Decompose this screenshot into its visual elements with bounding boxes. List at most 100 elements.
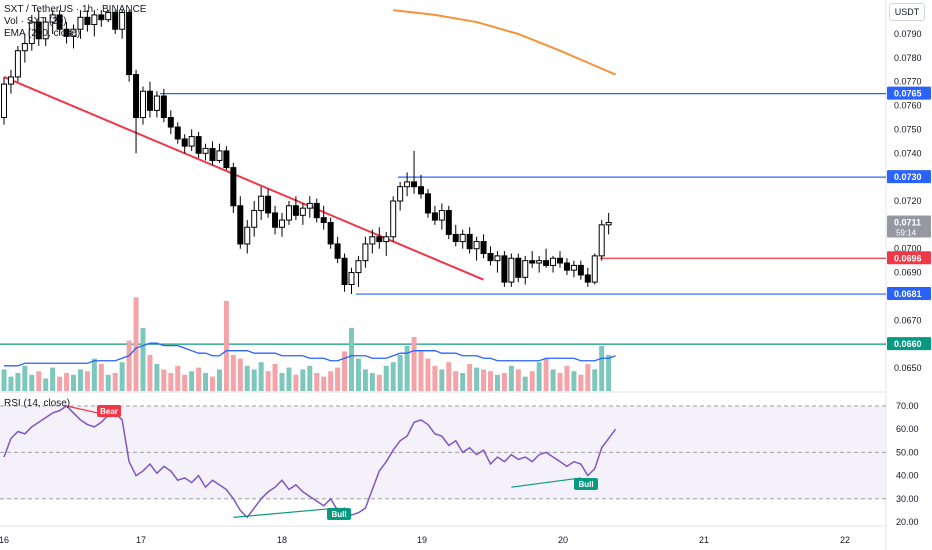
rsi-line	[3, 405, 617, 519]
bull-divergence-line[interactable]	[233, 507, 338, 518]
volume-bar	[571, 371, 577, 391]
volume-bar	[91, 358, 97, 391]
time-tick-label: 22	[840, 535, 850, 545]
volume-bar	[251, 369, 257, 391]
volume-bar	[599, 346, 605, 391]
volume-bar	[244, 365, 250, 391]
price-tick-label: 0.0790	[894, 29, 922, 39]
candle-body	[258, 195, 265, 212]
candle-body	[49, 14, 56, 23]
volume-indicator-title[interactable]: Vol · SXT (20)	[4, 16, 67, 27]
candle-body	[591, 255, 598, 283]
candle-body	[70, 28, 77, 37]
candle-body	[119, 12, 126, 30]
volume-bar	[474, 367, 480, 391]
volume-bar	[203, 373, 209, 391]
price-label: 0.0660	[894, 339, 922, 349]
candle-body	[84, 16, 91, 25]
candle-body	[515, 257, 522, 278]
candle-body	[598, 224, 605, 257]
candle-body	[327, 221, 334, 245]
volume-bar	[328, 371, 334, 391]
volume-bar	[418, 351, 424, 391]
price-tick-label: 0.0690	[894, 268, 922, 278]
candle-body	[140, 90, 146, 118]
candle-body	[438, 210, 445, 221]
price-tick-label: 0.0700	[894, 244, 922, 254]
divergence-badge[interactable]: Bull	[331, 510, 346, 519]
volume-bar	[439, 369, 445, 391]
volume-bar	[355, 358, 361, 391]
volume-bar	[230, 355, 236, 391]
candle-body	[341, 257, 348, 285]
volume-bar	[342, 351, 348, 391]
candle-body	[418, 186, 424, 195]
candle-body	[1, 83, 7, 118]
candle-body	[251, 210, 258, 228]
candle-body	[424, 193, 431, 214]
volume-bar	[98, 364, 104, 391]
volume-bar	[425, 358, 431, 391]
volume-bar	[57, 376, 63, 391]
price-tick-label: 0.0740	[894, 148, 922, 158]
price-tick-label: 0.0770	[894, 77, 922, 87]
volume-bar	[43, 378, 49, 391]
volume-bar	[411, 337, 417, 391]
candle-body	[77, 16, 84, 30]
volume-bar	[432, 365, 438, 391]
volume-bar	[335, 367, 341, 391]
divergence-badge[interactable]: Bull	[578, 480, 593, 489]
price-label-bg	[887, 170, 931, 184]
volume-bar	[453, 371, 459, 391]
candle-body	[431, 212, 438, 221]
volume-bar	[216, 369, 222, 391]
candle-body	[14, 50, 21, 78]
candle-body	[188, 136, 195, 147]
ema-indicator-title[interactable]: EMA (200, close)	[4, 28, 81, 39]
price-tick-label: 0.0750	[894, 124, 922, 134]
candle-body	[508, 257, 515, 283]
countdown-label: 59:14	[896, 228, 917, 237]
volume-bar	[223, 301, 229, 391]
rsi-indicator-title[interactable]: RSI (14, close)	[4, 398, 71, 409]
volume-bar	[126, 340, 132, 391]
candle-body	[146, 90, 153, 111]
volume-bar	[147, 355, 153, 391]
candle-body	[404, 181, 411, 188]
chart-legend: SXT / TetherUS · 1h · BINANCE Vol · SXT …	[4, 4, 146, 40]
volume-bar	[592, 369, 598, 391]
volume-bar	[564, 365, 570, 391]
candle-body	[167, 117, 174, 128]
volume-bar	[467, 364, 473, 391]
price-label-bg	[887, 287, 931, 301]
candle-body	[550, 257, 557, 266]
volume-bar	[515, 369, 521, 391]
price-tick-label: 0.0670	[894, 315, 922, 325]
currency-button[interactable]: USDT	[889, 3, 925, 21]
volume-bar	[8, 376, 14, 391]
trendline[interactable]	[3, 76, 484, 281]
bull-divergence-line[interactable]	[511, 477, 581, 488]
volume-bar	[543, 358, 549, 391]
symbol-title[interactable]: SXT / TetherUS · 1h · BINANCE	[4, 4, 147, 15]
volume-bar	[119, 362, 125, 391]
rsi-tick-label: 50.00	[896, 447, 919, 457]
time-tick-label: 18	[277, 535, 287, 545]
candle-body	[223, 150, 230, 169]
price-label-bg	[887, 337, 931, 351]
candle-body	[362, 243, 369, 262]
rsi-tick-label: 70.00	[896, 401, 919, 411]
divergence-badge[interactable]: Bear	[100, 407, 118, 416]
candle-body	[42, 21, 49, 40]
candle-body	[112, 12, 119, 30]
volume-bar	[446, 362, 452, 391]
volume-bar	[175, 365, 181, 391]
volume-bar	[522, 376, 528, 391]
price-label-bg	[887, 215, 931, 238]
rsi-tick-label: 30.00	[896, 494, 919, 504]
volume-bar	[279, 373, 285, 391]
candle-body	[28, 21, 35, 45]
time-tick-label: 17	[136, 535, 146, 545]
volume-bar	[390, 362, 396, 391]
